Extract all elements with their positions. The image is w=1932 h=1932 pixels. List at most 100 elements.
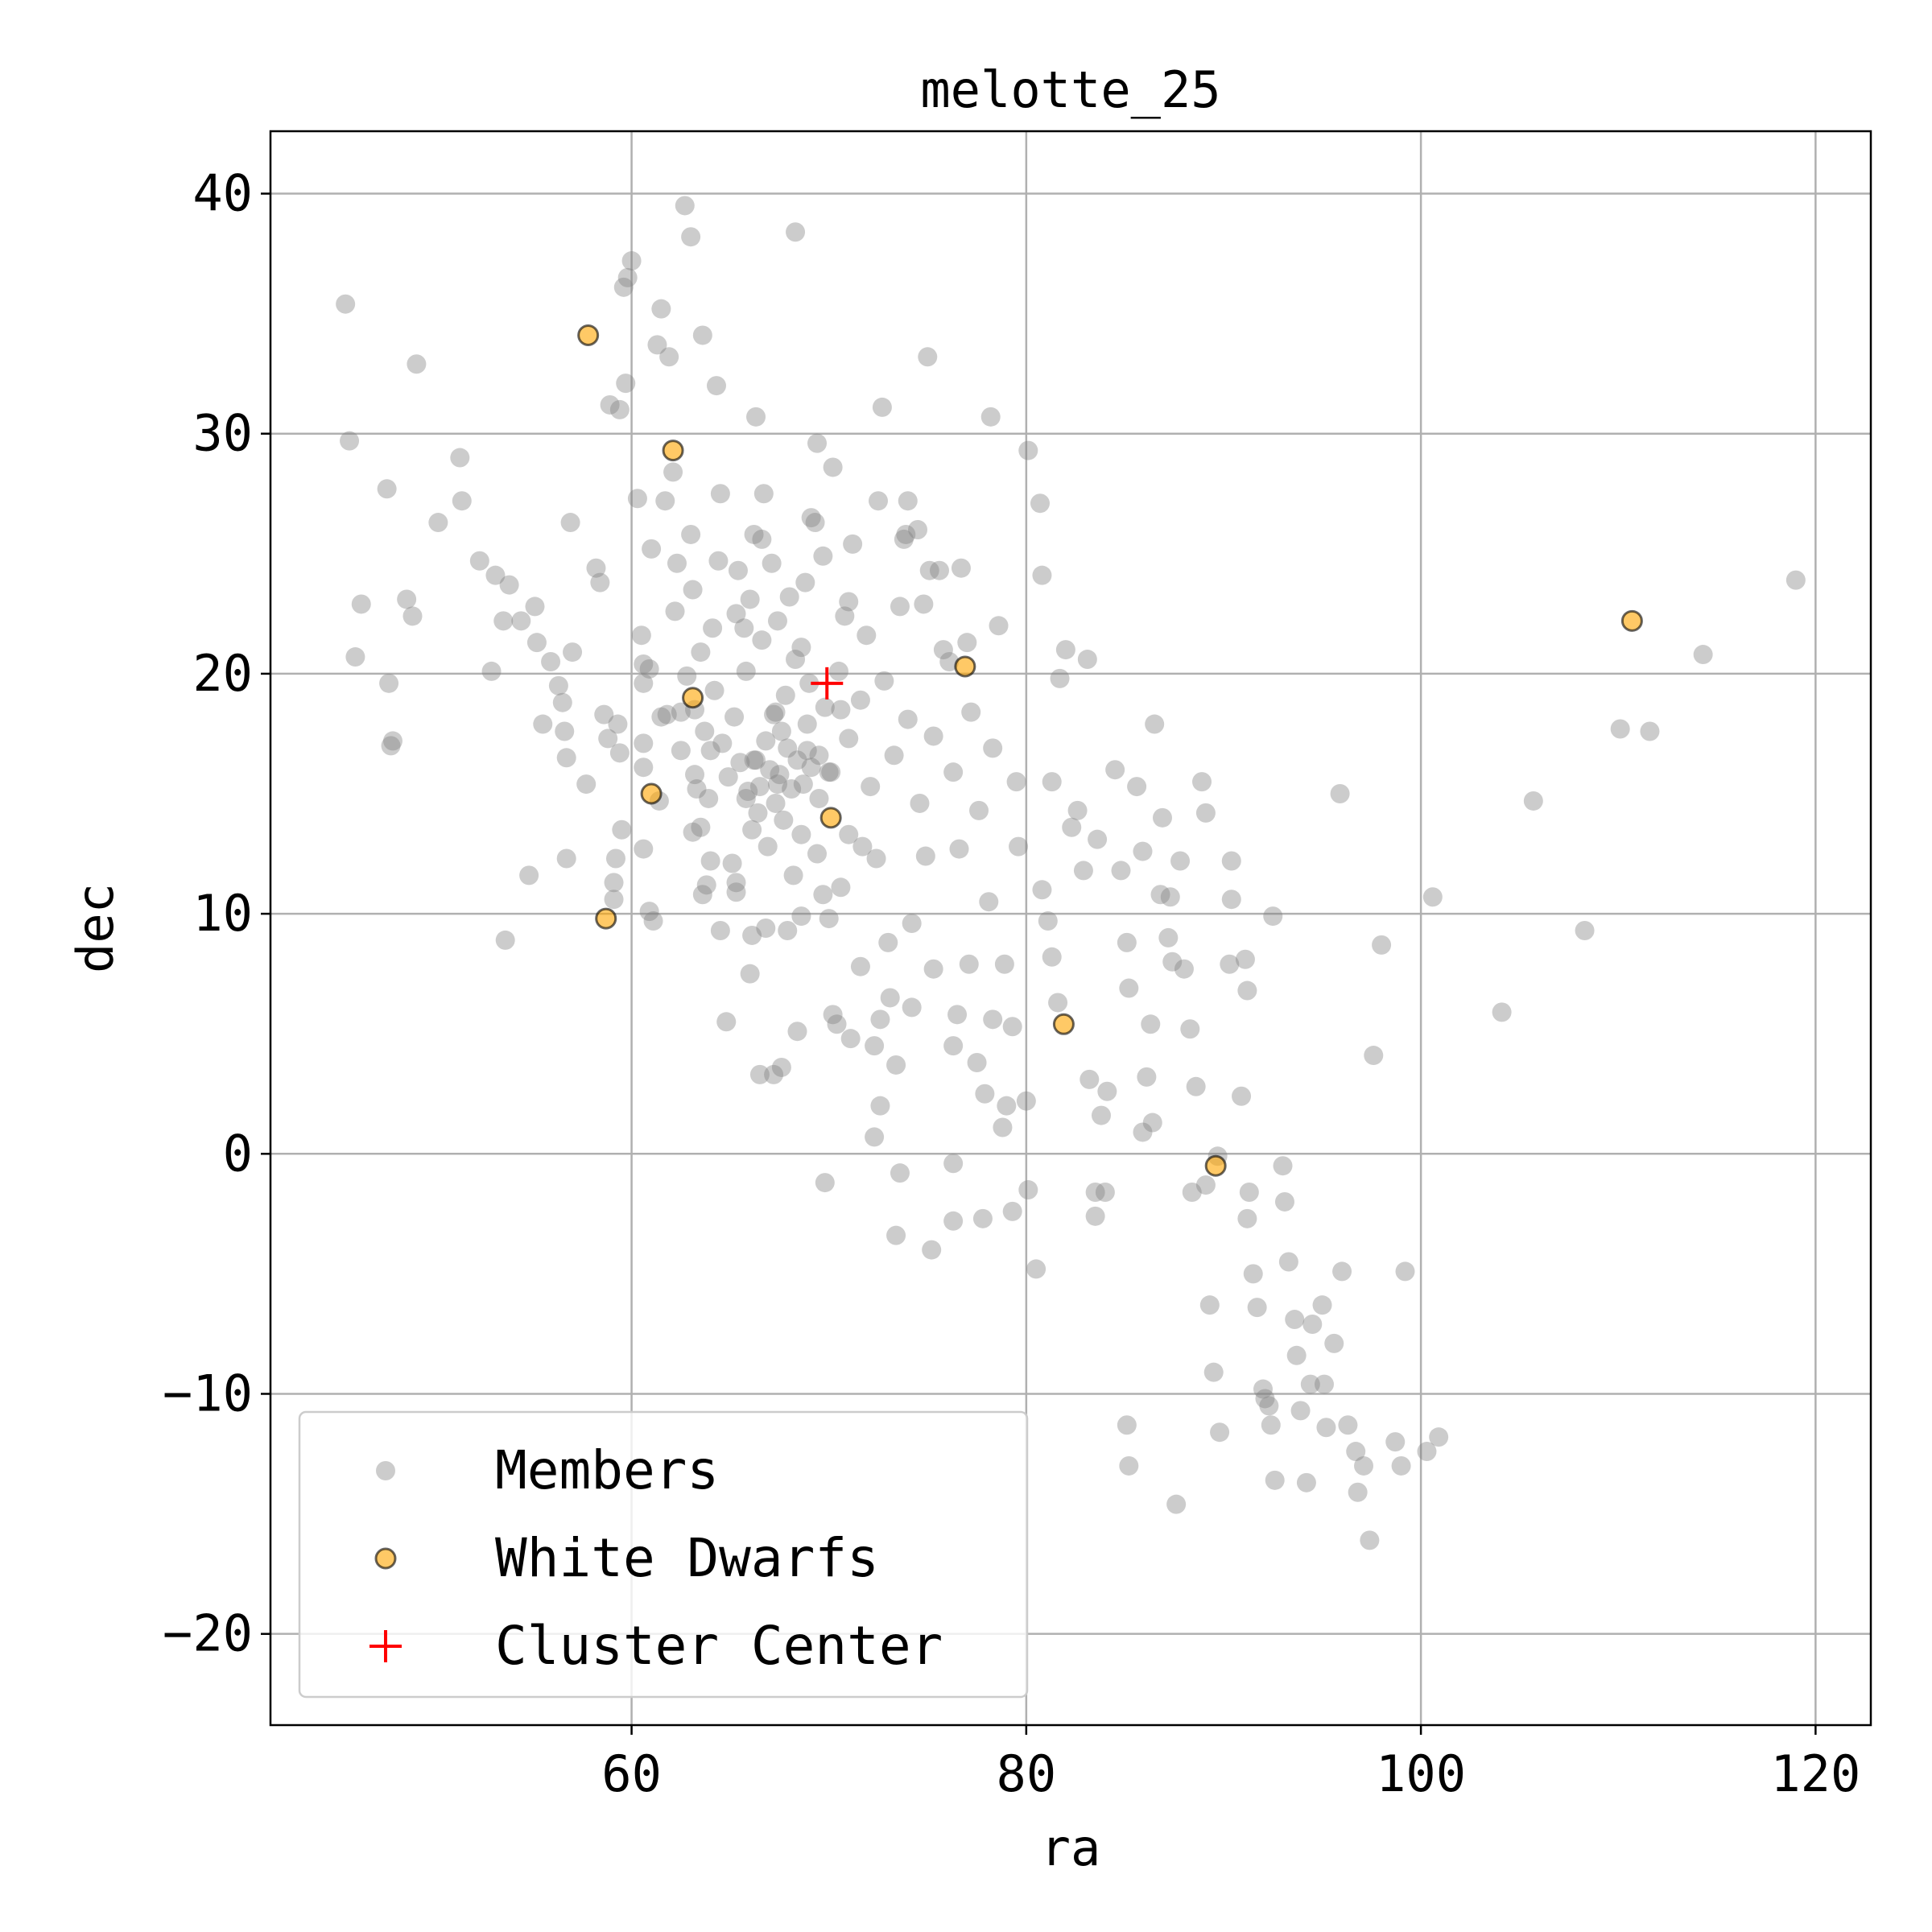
member-point bbox=[1314, 1374, 1334, 1394]
member-point bbox=[683, 580, 703, 600]
white-dwarf-point bbox=[682, 687, 704, 709]
y-axis-title: dec bbox=[66, 883, 125, 973]
legend-label-white-dwarfs: White Dwarfs bbox=[495, 1527, 879, 1589]
member-point bbox=[700, 741, 720, 761]
member-point bbox=[1221, 851, 1241, 871]
member-point bbox=[1095, 1183, 1115, 1203]
member-point bbox=[979, 892, 999, 912]
member-point bbox=[605, 848, 625, 869]
member-point bbox=[1360, 1530, 1380, 1550]
member-point bbox=[576, 774, 597, 795]
member-point bbox=[726, 882, 746, 902]
white-dwarf-point bbox=[954, 655, 976, 678]
member-point bbox=[469, 551, 489, 571]
member-point bbox=[379, 673, 399, 693]
member-point bbox=[706, 376, 726, 396]
member-point bbox=[351, 594, 371, 614]
member-point bbox=[1263, 906, 1283, 927]
member-point bbox=[1523, 791, 1543, 811]
member-point bbox=[857, 625, 877, 646]
member-point bbox=[1050, 668, 1070, 688]
member-point bbox=[823, 1005, 843, 1025]
member-point bbox=[783, 865, 803, 886]
member-point bbox=[1048, 993, 1068, 1013]
white-dwarf-point bbox=[819, 807, 842, 829]
member-point bbox=[850, 956, 870, 976]
member-point bbox=[771, 721, 791, 741]
member-point bbox=[910, 793, 930, 813]
member-point bbox=[1182, 1183, 1202, 1203]
member-point bbox=[839, 824, 859, 844]
member-point bbox=[1610, 719, 1630, 739]
member-point bbox=[1067, 800, 1088, 820]
member-point bbox=[831, 700, 851, 720]
member-point bbox=[1364, 1046, 1384, 1066]
white-dwarf-point bbox=[662, 440, 684, 462]
member-point bbox=[1085, 1206, 1105, 1226]
member-point bbox=[1247, 1298, 1267, 1318]
member-point bbox=[787, 1022, 807, 1042]
member-point bbox=[724, 707, 745, 727]
white-dwarf-point bbox=[595, 907, 617, 930]
member-point bbox=[1195, 1175, 1216, 1195]
member-point bbox=[1180, 1019, 1200, 1039]
member-point bbox=[716, 1012, 737, 1032]
member-point bbox=[835, 606, 855, 626]
x-tick-label: 80 bbox=[997, 1744, 1057, 1803]
member-point bbox=[922, 1240, 942, 1260]
member-point bbox=[1117, 1415, 1137, 1435]
member-point bbox=[890, 1163, 910, 1183]
member-point bbox=[807, 433, 828, 453]
member-point bbox=[923, 726, 943, 746]
member-point bbox=[1085, 1183, 1105, 1203]
member-point bbox=[795, 572, 815, 592]
member-point bbox=[708, 551, 729, 571]
member-point bbox=[1422, 887, 1443, 907]
member-point bbox=[671, 741, 691, 761]
member-point bbox=[1088, 829, 1108, 849]
y-tick-label: 10 bbox=[192, 884, 253, 943]
member-point bbox=[997, 1096, 1017, 1116]
member-point bbox=[961, 702, 981, 722]
member-point bbox=[823, 457, 843, 477]
member-point bbox=[1073, 861, 1093, 881]
member-point bbox=[896, 524, 916, 544]
member-point bbox=[797, 741, 817, 761]
member-point bbox=[695, 721, 715, 741]
member-point bbox=[616, 374, 636, 394]
member-point bbox=[898, 491, 918, 511]
member-point bbox=[1290, 1401, 1311, 1421]
member-point bbox=[639, 902, 659, 922]
member-point bbox=[685, 765, 705, 785]
x-tick-label: 120 bbox=[1770, 1744, 1860, 1803]
white-dwarf-point bbox=[1052, 1013, 1075, 1035]
member-point bbox=[1286, 1345, 1307, 1365]
member-point bbox=[402, 606, 423, 626]
member-point bbox=[840, 1029, 861, 1049]
member-point bbox=[609, 399, 630, 419]
member-point bbox=[452, 491, 472, 511]
member-point bbox=[975, 1084, 995, 1104]
member-point bbox=[634, 839, 654, 859]
member-point bbox=[748, 803, 768, 823]
member-point bbox=[929, 560, 949, 580]
member-point bbox=[718, 767, 738, 787]
member-point bbox=[983, 1009, 1003, 1030]
member-point bbox=[407, 354, 427, 374]
member-point bbox=[870, 1009, 890, 1030]
member-point bbox=[933, 640, 953, 660]
member-point bbox=[1640, 721, 1660, 741]
member-point bbox=[993, 1117, 1013, 1137]
member-point bbox=[1142, 1113, 1162, 1133]
member-point bbox=[813, 546, 833, 566]
member-point bbox=[943, 1036, 964, 1056]
member-point bbox=[1300, 1374, 1320, 1394]
member-point bbox=[643, 911, 663, 931]
member-point bbox=[1145, 714, 1165, 734]
member-point bbox=[1285, 1310, 1305, 1330]
member-point bbox=[1492, 1002, 1512, 1022]
member-point bbox=[1026, 1259, 1046, 1279]
member-point bbox=[1255, 1389, 1275, 1409]
members-series bbox=[336, 196, 1806, 1550]
